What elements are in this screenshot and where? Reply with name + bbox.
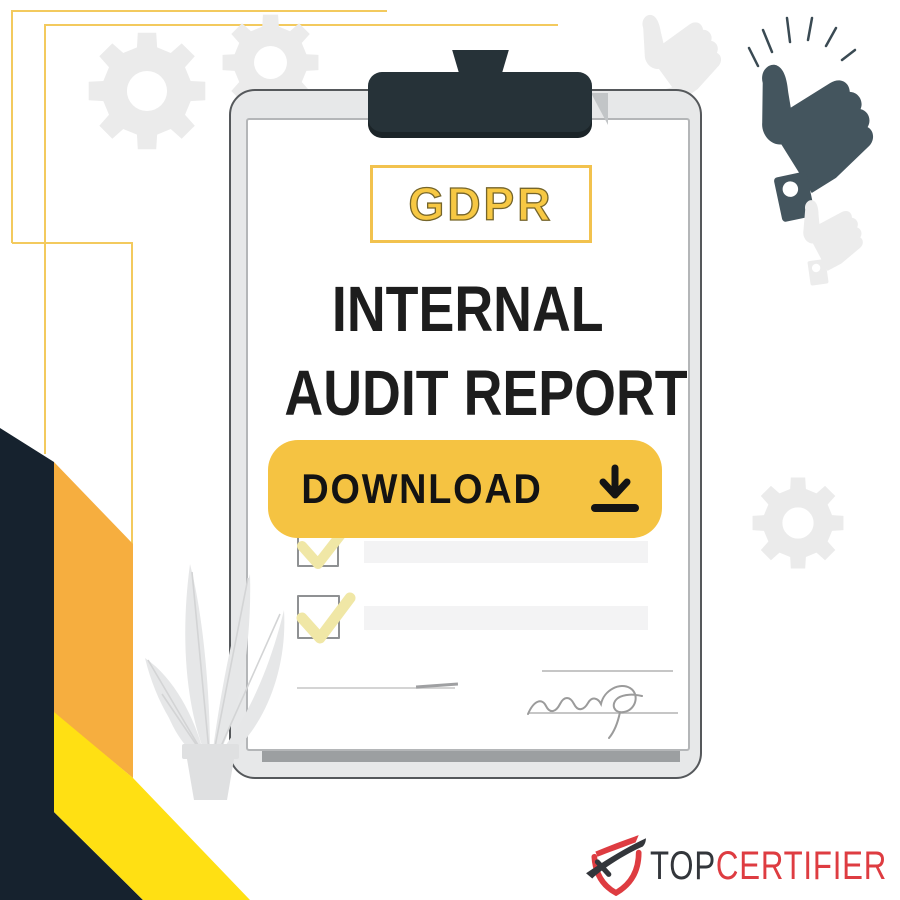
list-item-placeholder [364, 541, 648, 563]
signature-icon [527, 685, 643, 739]
frame-line-left-outer [11, 10, 13, 243]
download-icon [590, 464, 639, 512]
gear-icon [88, 32, 206, 150]
signature-top-line [542, 670, 673, 672]
frame-line-right-outer [131, 242, 133, 544]
brand-name-primary: TOP [650, 844, 716, 888]
gear-icon [752, 477, 844, 569]
paper-bottom-shadow [262, 751, 680, 762]
frame-line-top-inner [45, 24, 558, 26]
checkmark-icon [296, 592, 356, 644]
gdpr-badge: GDPR [370, 165, 592, 243]
checkmark-icon [297, 523, 351, 569]
list-item-placeholder [364, 606, 648, 630]
download-button-label: DOWNLOAD [301, 465, 543, 512]
clipboard-clip-tab [452, 50, 509, 74]
poster-title-line1: INTERNAL [332, 273, 604, 345]
brand-wordmark: TOPCERTIFIER [650, 846, 887, 886]
poster-title-line2: AUDIT REPORT [284, 357, 688, 429]
signature-base-line [528, 712, 678, 714]
shield-check-icon [586, 835, 646, 896]
gdpr-badge-label: GDPR [408, 177, 554, 230]
frame-line-left-inner [44, 24, 46, 454]
clipboard-clip [368, 72, 592, 138]
form-line [297, 687, 455, 689]
frame-line-bottom-outer [12, 242, 132, 244]
brand-name-secondary: CERTIFIER [715, 844, 888, 888]
burst-lines-icon [747, 16, 857, 68]
frame-line-top-outer [12, 10, 387, 12]
thumbs-up-icon [775, 185, 877, 292]
download-button[interactable]: DOWNLOAD [268, 440, 662, 538]
potted-plant-icon [145, 564, 285, 800]
